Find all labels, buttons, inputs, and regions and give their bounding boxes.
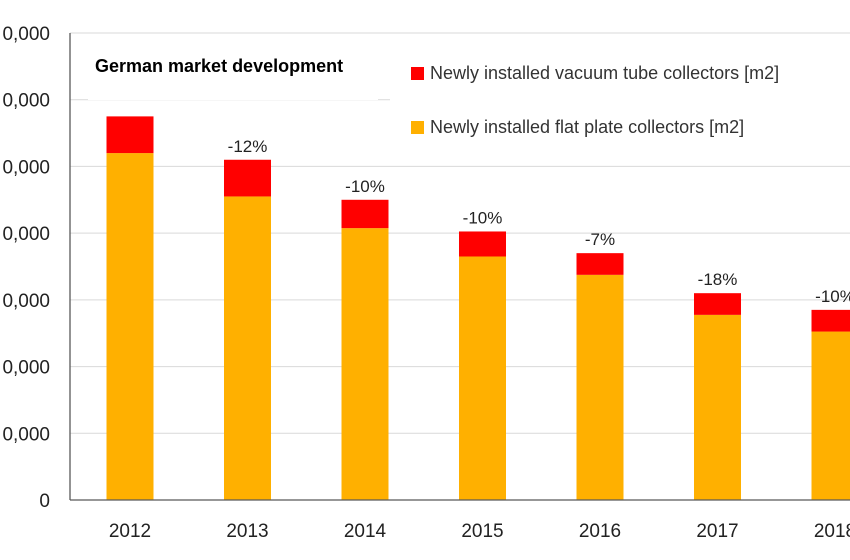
change-label: -12% [228,137,268,156]
x-tick-label: 2013 [226,521,268,542]
y-tick-label: 0,000 [2,24,50,45]
change-label: -10% [345,177,385,196]
y-tick-label: 0 [39,491,50,512]
bar-vacuum-tube [106,116,154,154]
x-tick-label: 2014 [344,521,387,542]
legend-label: Newly installed flat plate collectors [m… [430,117,744,137]
bar-flat-plate [224,196,271,500]
bar-vacuum-tube [224,159,271,197]
bar-flat-plate [459,256,506,500]
y-tick-label: 0,000 [2,157,50,178]
y-tick-label: 0,000 [2,358,50,379]
bar-vacuum-tube [576,253,624,275]
bar-vacuum-tube [341,199,389,229]
y-tick-label: 0,000 [2,424,50,445]
chart-title: German market development [95,56,343,76]
bar-flat-plate [576,274,624,500]
change-label: -7% [585,230,615,249]
y-tick-label: 0,000 [2,224,50,245]
change-label: -10% [463,208,503,227]
x-tick-label: 2018 [814,521,850,542]
legend-backdrop [390,45,850,155]
bar-vacuum-tube [694,293,741,315]
change-label: -10% [815,287,850,306]
change-label: -18% [698,270,738,289]
x-tick-label: 2015 [461,521,503,542]
legend-label: Newly installed vacuum tube collectors [… [430,63,779,83]
x-tick-label: 2016 [579,521,621,542]
legend-swatch [411,67,424,80]
y-tick-label: 0,000 [2,91,50,112]
bars: -12% -10% -10% -7% -18% -10% [106,116,850,501]
bar-vacuum-tube [811,309,850,332]
title-backdrop [88,40,378,100]
bar-flat-plate [106,153,154,501]
bar-flat-plate [811,331,850,500]
legend-swatch [411,121,424,134]
bar-flat-plate [341,228,389,500]
bar-vacuum-tube [459,231,506,257]
bar-flat-plate [694,314,741,500]
axes: 0 0,000 0,000 0,000 0,000 0,000 0,000 0,000 2012… [2,24,850,542]
y-tick-label: 0,000 [2,291,50,312]
x-tick-label: 2012 [109,521,151,542]
x-tick-label: 2017 [696,521,738,542]
legend: Newly installed vacuum tube collectors [… [390,45,850,155]
